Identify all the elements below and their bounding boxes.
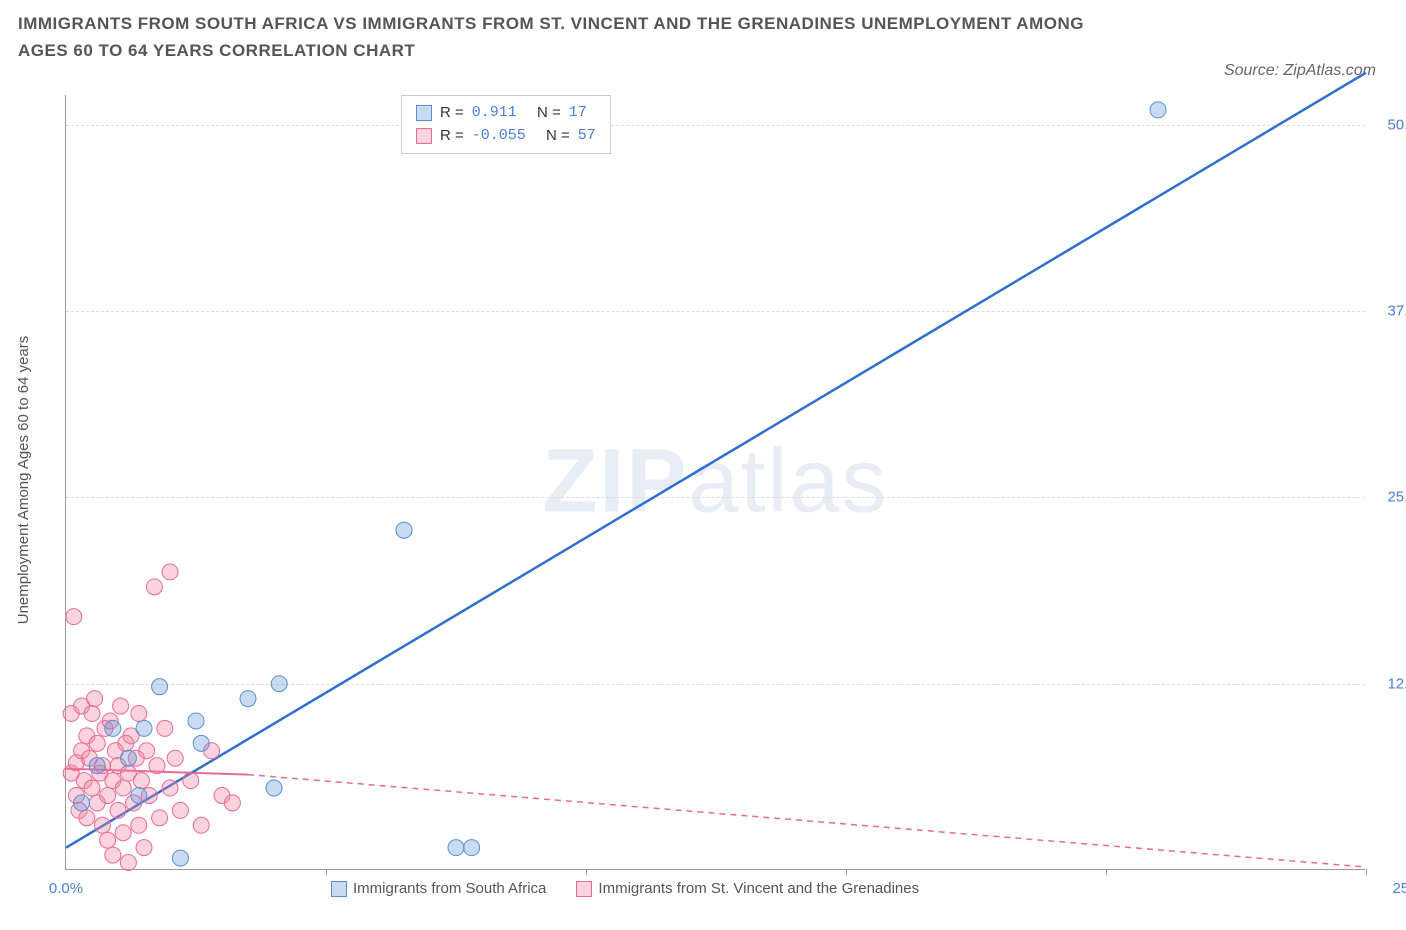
n-label: N = <box>537 102 561 125</box>
plot-svg <box>66 95 1365 869</box>
y-tick-label: 50.0% <box>1387 116 1406 133</box>
x-tick <box>1106 869 1107 875</box>
x-tick <box>1366 869 1367 875</box>
series2-n-value: 57 <box>578 125 596 148</box>
series2-legend-swatch <box>576 881 592 897</box>
series1-points <box>74 102 1166 866</box>
r-label: R = <box>440 102 464 125</box>
series2-swatch <box>416 128 432 144</box>
x-end-label: 25.0% <box>1392 880 1406 897</box>
x-tick <box>326 869 327 875</box>
y-tick-label: 37.5% <box>1387 303 1406 320</box>
series2-name: Immigrants from St. Vincent and the Gren… <box>598 880 919 897</box>
y-axis-label: Unemployment Among Ages 60 to 64 years <box>15 336 32 625</box>
stats-row-series1: R = 0.911 N = 17 <box>416 102 596 125</box>
legend-item-series1: Immigrants from South Africa <box>331 880 546 897</box>
source-label: Source: ZipAtlas.com <box>1224 62 1376 80</box>
stats-legend: R = 0.911 N = 17 R = -0.055 N = 57 <box>401 95 611 154</box>
trend-lines <box>66 73 1366 867</box>
series-legend: Immigrants from South Africa Immigrants … <box>331 880 919 897</box>
x-tick <box>846 869 847 875</box>
series1-swatch <box>416 105 432 121</box>
y-tick-label: 25.0% <box>1387 489 1406 506</box>
chart-plot-area: ZIPatlas R = 0.911 N = 17 R = -0.055 N =… <box>65 95 1365 870</box>
series1-n-value: 17 <box>569 102 587 125</box>
x-tick <box>586 869 587 875</box>
chart-title: IMMIGRANTS FROM SOUTH AFRICA VS IMMIGRAN… <box>18 10 1098 64</box>
n-label: N = <box>546 125 570 148</box>
series1-r-value: 0.911 <box>472 102 517 125</box>
series2-points <box>63 564 240 871</box>
x-origin-label: 0.0% <box>49 880 83 897</box>
y-tick-label: 12.5% <box>1387 675 1406 692</box>
legend-item-series2: Immigrants from St. Vincent and the Gren… <box>576 880 919 897</box>
series2-r-value: -0.055 <box>472 125 526 148</box>
r-label: R = <box>440 125 464 148</box>
series1-name: Immigrants from South Africa <box>353 880 546 897</box>
series1-legend-swatch <box>331 881 347 897</box>
stats-row-series2: R = -0.055 N = 57 <box>416 125 596 148</box>
